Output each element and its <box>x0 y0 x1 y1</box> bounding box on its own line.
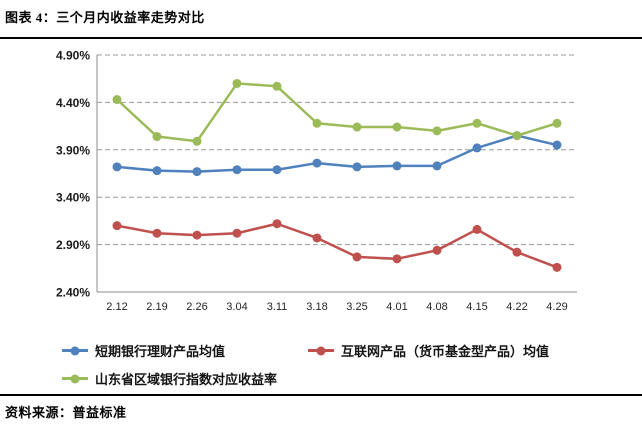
series-line-2 <box>115 82 559 143</box>
data-point <box>152 132 162 142</box>
x-axis-label: 2.26 <box>186 301 207 313</box>
y-axis-label: 2.40% <box>56 286 90 300</box>
data-point <box>192 230 202 240</box>
data-point <box>232 228 242 238</box>
data-point <box>192 167 202 177</box>
data-point <box>392 254 402 264</box>
x-axis-label: 4.22 <box>506 301 527 313</box>
data-point <box>272 219 282 229</box>
data-point <box>472 118 482 128</box>
data-point <box>432 161 442 171</box>
legend-marker-blue-line-dot-icon <box>62 349 88 352</box>
data-point <box>352 252 362 262</box>
data-point <box>312 233 322 243</box>
data-point <box>232 78 242 88</box>
x-axis-label: 3.04 <box>226 301 247 313</box>
x-axis-label: 3.11 <box>267 301 288 313</box>
x-axis-label: 2.12 <box>106 301 127 313</box>
y-axis-label: 2.90% <box>56 238 90 252</box>
data-point <box>472 143 482 153</box>
legend-item-internet-money-fund: 互联网产品（货币基金型产品）均值 <box>308 341 549 360</box>
legend-marker-green-line-dot-icon <box>62 377 88 380</box>
title-divider-line <box>0 37 642 39</box>
data-point <box>512 247 522 257</box>
y-axis-label: 4.40% <box>56 96 90 110</box>
data-point <box>232 165 242 175</box>
legend-label: 互联网产品（货币基金型产品）均值 <box>341 344 550 359</box>
data-point <box>512 131 522 141</box>
figure-title: 图表 4：三个月内收益率走势对比 <box>5 10 205 25</box>
data-point <box>112 162 122 172</box>
data-point <box>312 118 322 128</box>
x-axis-label: 2.19 <box>146 301 167 313</box>
x-axis-label: 3.25 <box>346 301 367 313</box>
data-point <box>272 165 282 175</box>
data-point <box>352 162 362 172</box>
data-point <box>312 158 322 168</box>
legend-item-short-term-bank: 短期银行理财产品均值 <box>62 341 225 360</box>
data-point <box>552 140 562 150</box>
line-chart: 2.40% 2.90% 3.40% 3.90% 4.40% 4.90% 2.12 2.19 2.… <box>56 49 577 313</box>
data-point <box>432 245 442 255</box>
data-point <box>552 118 562 128</box>
data-point <box>112 95 122 105</box>
x-axis-label: 4.15 <box>466 301 487 313</box>
data-point <box>432 126 442 136</box>
y-axis-label: 4.90% <box>56 49 90 63</box>
data-point <box>152 166 162 176</box>
data-point <box>392 122 402 132</box>
legend-label: 短期银行理财产品均值 <box>95 344 226 359</box>
source-divider-line <box>0 394 642 396</box>
data-point <box>272 81 282 91</box>
legend-item-shandong-regional-bank-index: 山东省区域银行指数对应收益率 <box>62 369 277 388</box>
x-axis-label: 4.29 <box>546 301 567 313</box>
x-axis-label: 4.01 <box>386 301 407 313</box>
data-point <box>552 262 562 272</box>
y-axis-label: 3.40% <box>56 191 90 205</box>
y-axis-label: 3.90% <box>56 143 90 157</box>
legend-marker-red-line-dot-icon <box>308 349 334 352</box>
source-note: 资料来源：普益标准 <box>5 405 127 420</box>
legend-label: 山东省区域银行指数对应收益率 <box>95 372 278 387</box>
x-axis-label: 3.18 <box>306 301 327 313</box>
x-axis-label: 4.08 <box>426 301 447 313</box>
series-line-0 <box>115 134 559 173</box>
data-point <box>152 228 162 238</box>
data-point <box>352 122 362 132</box>
data-point <box>472 224 482 234</box>
data-point <box>392 161 402 171</box>
data-point <box>192 136 202 146</box>
series-line-1 <box>115 222 559 269</box>
data-point <box>112 221 122 231</box>
